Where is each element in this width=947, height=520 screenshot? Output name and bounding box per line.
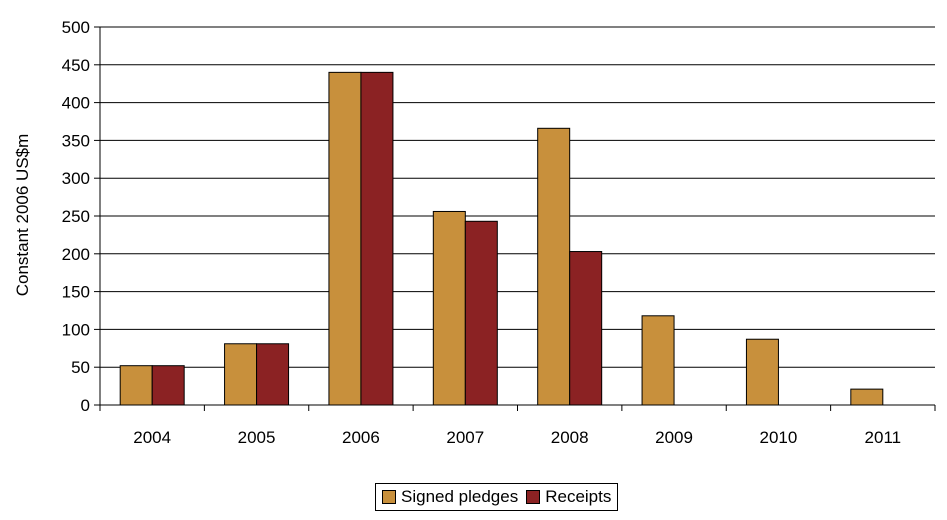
y-tick-label: 0 bbox=[81, 396, 90, 415]
legend-label-signed-pledges: Signed pledges bbox=[401, 487, 519, 506]
y-tick-label: 400 bbox=[62, 94, 90, 113]
bars bbox=[119, 71, 884, 406]
bar-signed-pledges-2009 bbox=[641, 315, 675, 406]
x-tick-label: 2004 bbox=[133, 428, 171, 447]
bar-signed-pledges-2005 bbox=[224, 343, 258, 406]
y-tick-label: 350 bbox=[62, 131, 90, 150]
legend-item-signed-pledges: Signed pledges bbox=[382, 487, 518, 507]
y-tick-label: 300 bbox=[62, 169, 90, 188]
y-tick-label: 50 bbox=[71, 358, 90, 377]
legend-item-receipts: Receipts bbox=[526, 487, 611, 507]
bar-receipts-2005 bbox=[256, 343, 290, 406]
bar-receipts-2004 bbox=[151, 365, 185, 406]
bar-receipts-2008 bbox=[569, 251, 603, 406]
bar-signed-pledges-2010 bbox=[745, 338, 779, 406]
bar-signed-pledges-2007 bbox=[432, 210, 466, 406]
bar-receipts-2006 bbox=[360, 71, 394, 406]
x-tick-label: 2006 bbox=[342, 428, 380, 447]
x-tick-label: 2009 bbox=[655, 428, 693, 447]
legend-swatch-receipts bbox=[526, 490, 541, 504]
y-tick-label: 450 bbox=[62, 56, 90, 75]
y-tick-labels: 0 50 100 150 200 250 300 350 400 450 500 bbox=[62, 18, 100, 415]
y-tick-label: 150 bbox=[62, 283, 90, 302]
x-tick-label: 2008 bbox=[551, 428, 589, 447]
bar-signed-pledges-2011 bbox=[850, 388, 884, 406]
y-axis-title: Constant 2006 US$m bbox=[13, 134, 32, 297]
bar-receipts-2007 bbox=[464, 220, 498, 406]
gridlines bbox=[100, 26, 935, 368]
x-tick-labels: 2004 2005 2006 2007 2008 2009 2010 2011 bbox=[133, 428, 901, 447]
y-tick-label: 200 bbox=[62, 245, 90, 264]
legend-label-receipts: Receipts bbox=[545, 487, 612, 506]
x-tick-label: 2010 bbox=[760, 428, 798, 447]
x-tick-label: 2007 bbox=[446, 428, 484, 447]
bar-signed-pledges-2008 bbox=[537, 127, 571, 406]
y-tick-label: 500 bbox=[62, 18, 90, 37]
x-tick-label: 2005 bbox=[238, 428, 276, 447]
bar-signed-pledges-2006 bbox=[328, 71, 362, 406]
bar-signed-pledges-2004 bbox=[119, 365, 153, 406]
legend: Signed pledges Receipts bbox=[375, 483, 619, 511]
legend-swatch-signed-pledges bbox=[382, 490, 396, 504]
y-tick-label: 100 bbox=[62, 320, 90, 339]
x-tick-label: 2011 bbox=[865, 428, 902, 447]
y-tick-label: 250 bbox=[62, 207, 90, 226]
